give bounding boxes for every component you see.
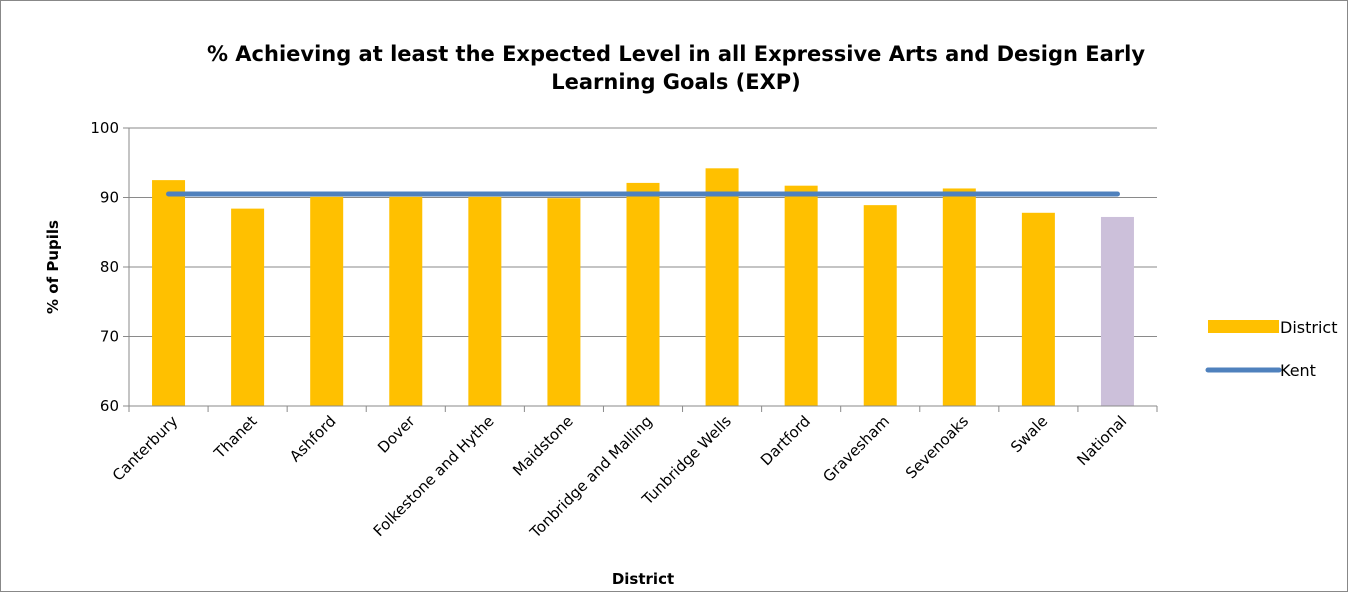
legend: District Kent <box>1205 318 1337 380</box>
y-tick-label: 80 <box>100 258 119 276</box>
x-tick-label: Swale <box>1007 412 1051 456</box>
x-tick-label: Dartford <box>757 412 814 469</box>
y-tick-label: 70 <box>100 328 119 346</box>
bar-sevenoaks <box>942 188 976 406</box>
bar-dover <box>389 196 423 406</box>
x-tick-label: Sevenoaks <box>902 412 972 482</box>
bar-ashford <box>310 196 344 406</box>
x-axis <box>128 405 1158 412</box>
y-tick-label: 90 <box>100 189 119 207</box>
chart-title-line-2: Learning Goals (EXP) <box>551 70 801 94</box>
bar-folkestone-and-hythe <box>468 196 502 406</box>
bar-dartford <box>784 185 818 406</box>
x-tick-label: Maidstone <box>509 412 576 479</box>
x-tick-label: Dover <box>374 412 419 457</box>
y-axis-ticks: 100 90 80 70 60 <box>90 119 130 415</box>
bar-canterbury <box>152 180 186 406</box>
bars <box>152 168 1134 406</box>
bar-gravesham <box>863 205 897 406</box>
legend-label-kent: Kent <box>1280 361 1316 380</box>
x-tick-label: Canterbury <box>109 412 182 485</box>
x-tick-label: Thanet <box>210 412 261 463</box>
x-tick-label: National <box>1073 412 1130 469</box>
bar-maidstone <box>547 198 581 406</box>
bar-national <box>1100 216 1134 406</box>
x-tick-label: Ashford <box>286 412 339 465</box>
y-tick-label: 60 <box>100 397 119 415</box>
x-axis-title: District <box>612 570 674 588</box>
bar-tonbridge-and-malling <box>626 182 660 406</box>
y-tick-label: 100 <box>90 119 119 137</box>
bar-tunbridge-wells <box>705 168 739 406</box>
x-tick-label: Gravesham <box>819 412 893 486</box>
y-axis-title: % of Pupils <box>44 220 62 314</box>
bar-swale <box>1021 212 1055 406</box>
chart-title-line-1: % Achieving at least the Expected Level … <box>207 42 1145 66</box>
legend-label-district: District <box>1280 318 1337 337</box>
legend-swatch-district <box>1208 320 1279 333</box>
bar-thanet <box>231 208 265 406</box>
